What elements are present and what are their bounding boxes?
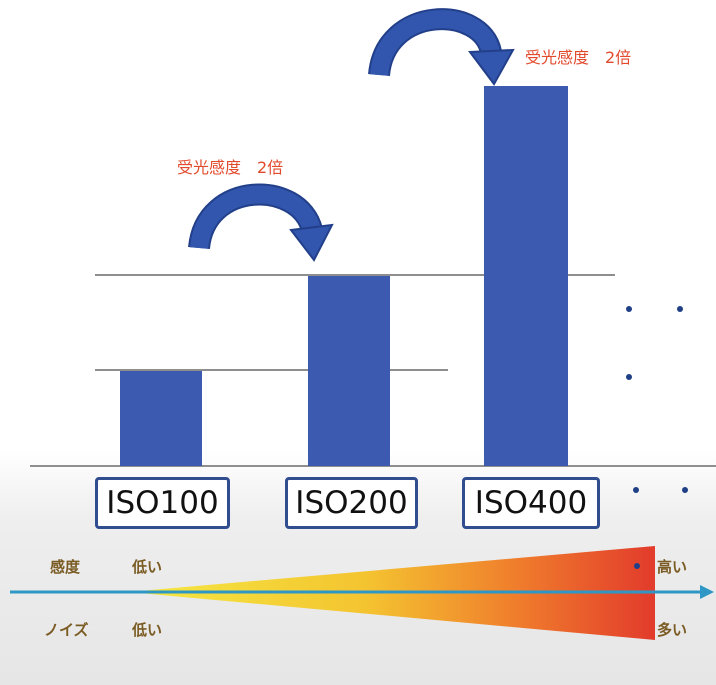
noise-high-label: 多い — [657, 621, 688, 639]
bar-iso400 — [484, 86, 568, 466]
curved-arrow-icon — [188, 183, 334, 262]
iso200-label-box: ISO200 — [285, 477, 418, 529]
iso200-label: ISO200 — [295, 485, 408, 521]
dots-icon — [626, 306, 688, 569]
noise-wedge — [128, 592, 655, 640]
iso100-label-box: ISO100 — [95, 477, 230, 529]
axis-arrow-icon — [10, 585, 714, 599]
bar-iso200 — [308, 276, 390, 466]
sensitivity-low-label: 低い — [132, 558, 163, 576]
noise-low-label: 低い — [132, 621, 163, 639]
iso400-label: ISO400 — [474, 485, 588, 521]
sensitivity-wedge — [128, 546, 655, 592]
sensitivity-high-label: 高い — [657, 558, 688, 576]
iso400-label-box: ISO400 — [462, 477, 600, 529]
annotation-second: 受光感度 2倍 — [525, 48, 632, 67]
annotation-first: 受光感度 2倍 — [177, 158, 284, 177]
curved-arrow-icon — [368, 8, 515, 86]
sensitivity-label: 感度 — [50, 558, 81, 576]
bar-iso100 — [120, 371, 202, 466]
iso100-label: ISO100 — [106, 485, 219, 521]
noise-label: ノイズ — [44, 621, 89, 639]
